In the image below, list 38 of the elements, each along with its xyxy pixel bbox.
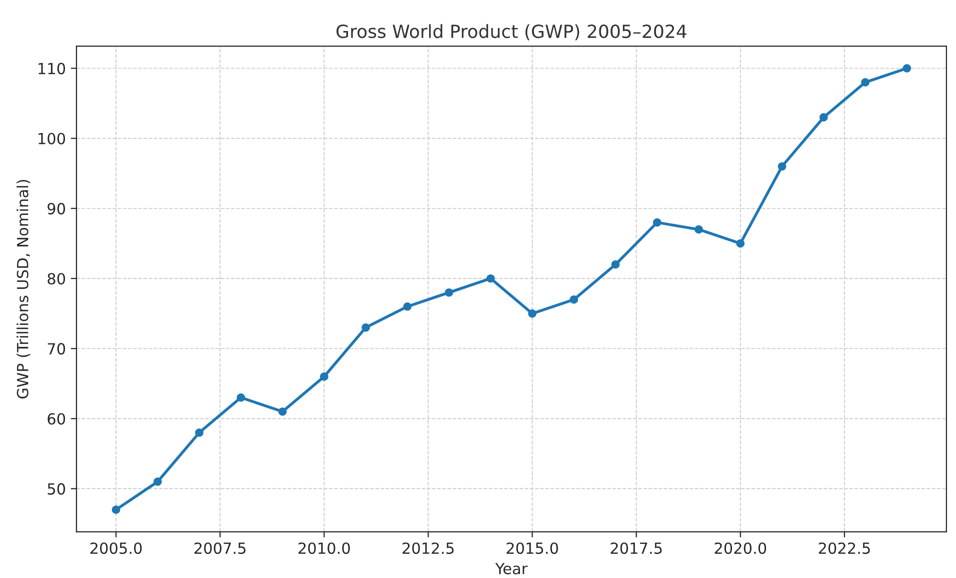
x-tick-label: 2022.5	[818, 542, 870, 554]
point	[278, 407, 287, 416]
y-tick-label: 70	[48, 343, 66, 355]
point	[528, 309, 536, 318]
point	[819, 113, 828, 122]
point	[153, 478, 162, 486]
point	[861, 78, 870, 86]
point	[236, 393, 246, 402]
point	[195, 428, 204, 437]
x-tick-label: 2007.5	[194, 542, 246, 554]
chart-title: Gross World Product (GWP) 2005–2024	[336, 24, 686, 40]
point	[403, 302, 412, 311]
point	[362, 323, 370, 332]
x-tick-label: 2017.5	[610, 542, 662, 554]
y-tick-label: 80	[48, 272, 66, 285]
y-tick-label: 50	[48, 483, 66, 495]
point	[486, 274, 495, 283]
x-tick-label: 2010.0	[298, 542, 350, 554]
point	[570, 295, 578, 304]
y-tick-label: 60	[48, 413, 66, 425]
point	[902, 64, 912, 72]
point	[444, 288, 454, 297]
point	[611, 260, 620, 269]
point	[112, 506, 120, 514]
x-tick-label: 2012.5	[402, 542, 454, 554]
point	[694, 225, 703, 234]
x-tick-label: 2005.0	[90, 542, 142, 554]
x-axis-title: Year	[495, 562, 528, 574]
y-tick-label: 90	[48, 202, 66, 214]
point	[736, 239, 745, 248]
x-tick-label: 2020.0	[714, 542, 766, 554]
x-tick-label: 2015.0	[506, 542, 558, 554]
point	[652, 218, 662, 227]
y-axis-title: GWP (Trillions USD, Nominal)	[16, 180, 30, 398]
y-tick-label: 110	[38, 62, 66, 74]
point	[320, 372, 328, 381]
point	[778, 162, 786, 171]
y-tick-label: 100	[38, 132, 66, 144]
